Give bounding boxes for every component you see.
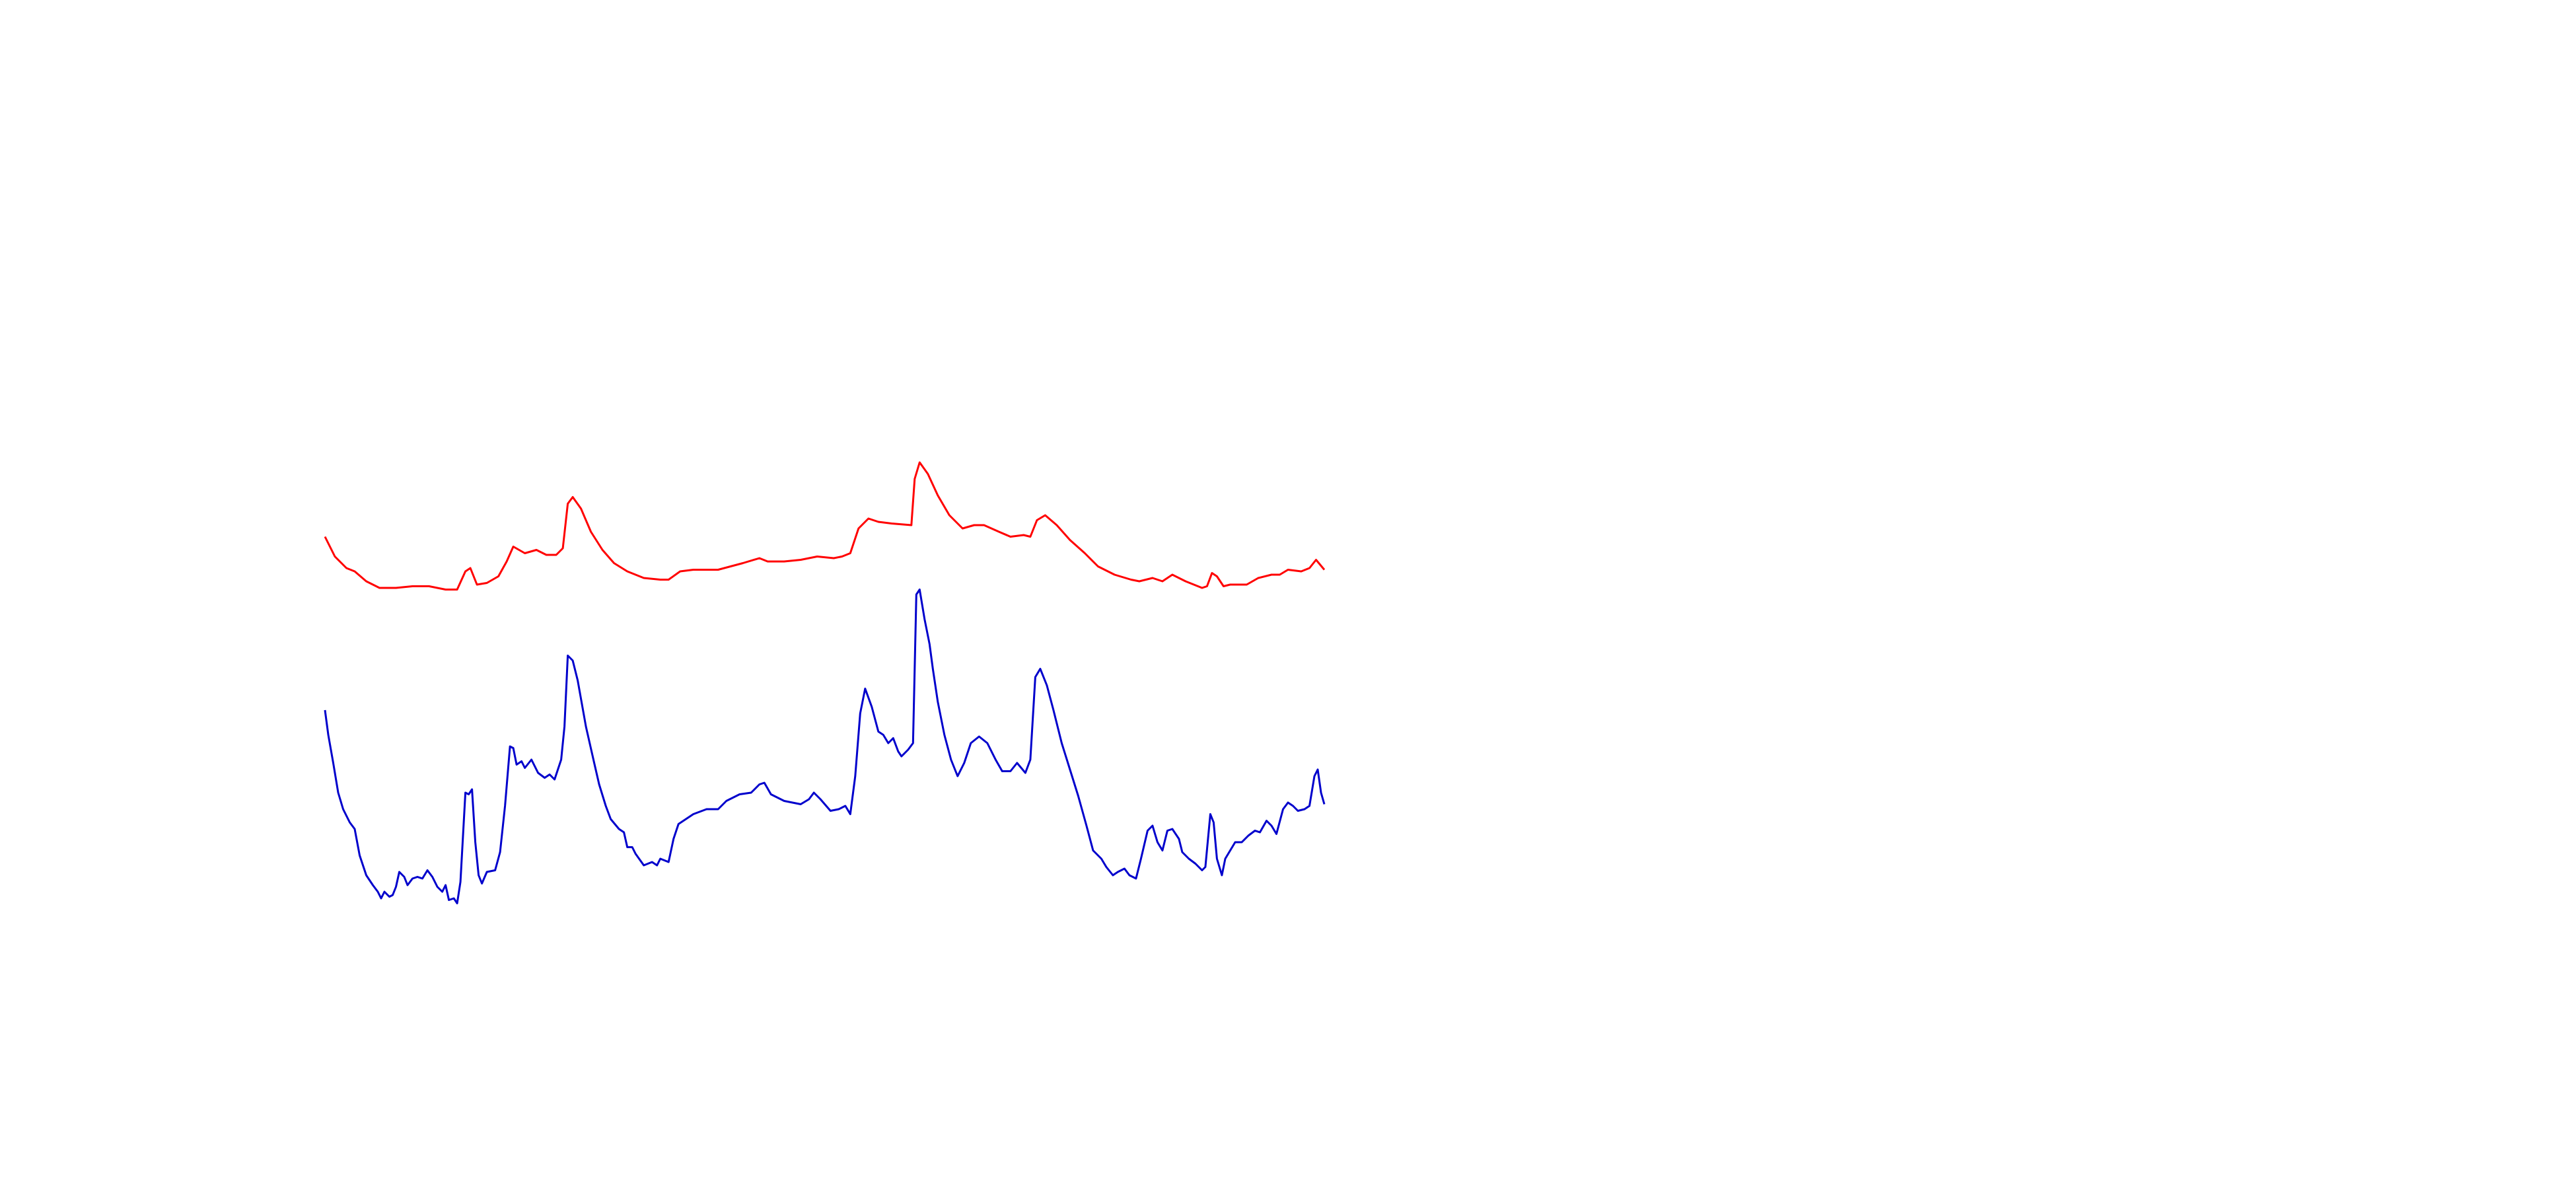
line (324, 461, 1326, 591)
line (324, 589, 1326, 904)
